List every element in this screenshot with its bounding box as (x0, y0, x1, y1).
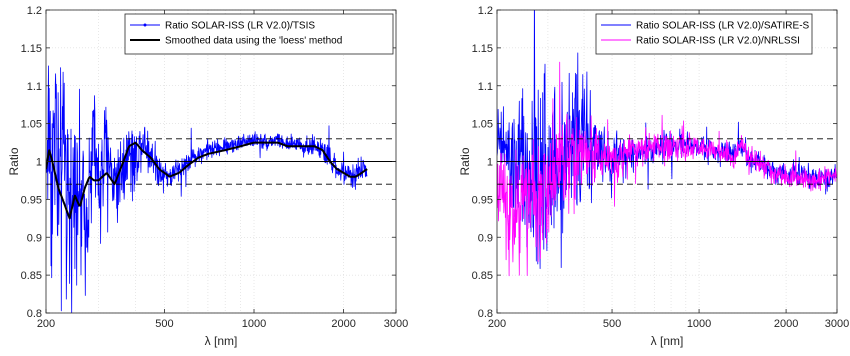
x-axis-label: λ [nm] (651, 334, 684, 348)
y-tick-label: 1.15 (21, 43, 42, 55)
x-axis-label: λ [nm] (205, 334, 238, 348)
chart-1: 200 500 1000 2000 3000 0.8 0.85 0.9 0.95 1 1.05 1.1… (7, 5, 408, 348)
grid (497, 9, 837, 314)
y-tick-label: 1.2 (478, 5, 493, 17)
legend: Ratio SOLAR-ISS (LR V2.0)/SATIRE-S Ratio … (595, 13, 813, 55)
y-tick-label: 0.8 (27, 308, 42, 320)
x-tick-label: 500 (603, 318, 621, 330)
legend-label: Ratio SOLAR-ISS (LR V2.0)/NRLSSI (636, 36, 800, 47)
x-tick-label: 200 (37, 318, 55, 330)
series-layer (46, 65, 368, 313)
y-axis-label: Ratio (458, 147, 472, 175)
y-tick-label: 1.15 (472, 43, 493, 55)
y-tick-label: 0.9 (27, 232, 42, 244)
legend-marker (143, 23, 147, 27)
y-tick-label: 0.95 (472, 194, 493, 206)
series-line-2 (497, 61, 837, 277)
y-tick-label: 1.1 (27, 81, 42, 93)
x-tick-label: 1000 (687, 318, 711, 330)
y-tick-label: 1.2 (27, 5, 42, 17)
x-tick-label: 1000 (242, 318, 266, 330)
y-tick-label: 1.05 (21, 119, 42, 131)
series-line-1 (46, 65, 368, 313)
legend-box (124, 13, 394, 55)
x-tick-label: 500 (155, 318, 173, 330)
y-tick-label: 1 (36, 157, 42, 169)
legend-label: Ratio SOLAR-ISS (LR V2.0)/SATIRE-S (636, 21, 810, 32)
y-tick-label: 0.85 (21, 270, 42, 282)
legend-label: Ratio SOLAR-ISS (LR V2.0)/TSIS (165, 21, 315, 32)
y-tick-label: 1 (487, 157, 493, 169)
y-tick-label: 1.1 (478, 81, 493, 93)
y-tick-label: 0.85 (472, 270, 493, 282)
chart-2: 200 500 1000 2000 3000 0.8 0.85 0.9 0.95 1 1.05 1.1… (458, 5, 849, 348)
x-tick-label: 3000 (825, 318, 849, 330)
legend: Ratio SOLAR-ISS (LR V2.0)/TSIS Smoothed d… (124, 13, 394, 55)
y-tick-label: 0.9 (478, 232, 493, 244)
y-axis-label: Ratio (7, 147, 21, 175)
x-tick-label: 3000 (384, 318, 408, 330)
x-tick-label: 2000 (331, 318, 355, 330)
legend-box (595, 13, 813, 55)
x-tick-label: 2000 (774, 318, 798, 330)
legend-label: Smoothed data using the 'loess' method (165, 36, 342, 47)
series-layer (497, 10, 837, 277)
y-tick-label: 0.95 (21, 194, 42, 206)
x-tick-label: 200 (488, 318, 506, 330)
y-tick-label: 0.8 (478, 308, 493, 320)
y-tick-label: 1.05 (472, 119, 493, 131)
series-line-2 (46, 141, 368, 220)
